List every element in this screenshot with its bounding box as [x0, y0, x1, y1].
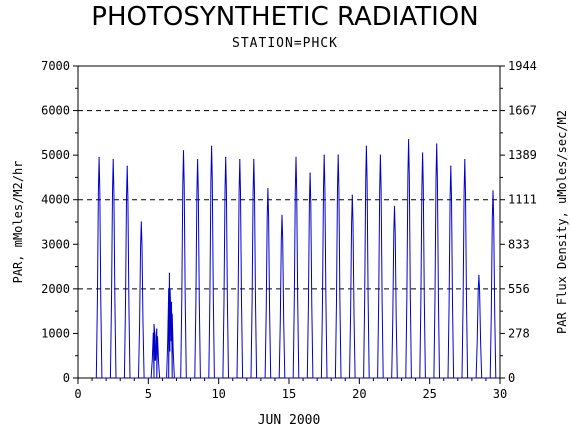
y-tick-label-right: 1667	[508, 104, 537, 118]
y-tick-label-left: 6000	[41, 104, 70, 118]
y-tick-label-left: 7000	[41, 59, 70, 73]
x-tick-label: 25	[422, 387, 436, 401]
x-tick-label: 15	[282, 387, 296, 401]
data-point	[492, 190, 494, 192]
y-tick-label-right: 1111	[508, 193, 537, 207]
y-tick-label-left: 1000	[41, 326, 70, 340]
data-point	[225, 156, 227, 158]
data-point	[239, 159, 241, 161]
y-tick-label-right: 1389	[508, 148, 537, 162]
data-point	[323, 154, 325, 156]
data-point	[478, 274, 480, 277]
data-point	[351, 194, 353, 196]
data-point	[98, 156, 100, 158]
data-point	[156, 328, 158, 330]
data-point	[281, 214, 283, 216]
x-axis-label: JUN 2000	[258, 413, 321, 428]
y-tick-label-left: 4000	[41, 193, 70, 207]
data-point	[126, 165, 128, 167]
data-point	[295, 156, 297, 158]
series-line	[94, 139, 499, 379]
y-tick-label-right: 1944	[508, 59, 537, 73]
x-tick-label: 30	[493, 387, 507, 401]
x-tick-label: 5	[145, 387, 152, 401]
chart-subtitle: STATION=PHCK	[232, 36, 338, 51]
y-tick-label-right: 833	[508, 237, 530, 251]
y-tick-label-right: 0	[508, 371, 515, 385]
data-point	[309, 172, 311, 174]
data-point	[422, 152, 424, 154]
data-point	[365, 145, 367, 147]
y-tick-label-right: 278	[508, 326, 530, 340]
x-tick-label: 20	[352, 387, 366, 401]
x-tick-label: 10	[211, 387, 225, 401]
y-tick-label-left: 5000	[41, 148, 70, 162]
x-tick-label: 0	[74, 387, 81, 401]
y-tick-label-left: 3000	[41, 237, 70, 251]
data-point	[153, 323, 155, 326]
data-point	[464, 159, 466, 161]
chart-title: PHOTOSYNTHETIC RADIATION	[91, 2, 479, 32]
data-point	[393, 205, 396, 207]
y-tick-label-right: 556	[508, 282, 530, 296]
data-point	[267, 187, 269, 190]
data-point	[253, 159, 255, 161]
data-point	[168, 272, 171, 274]
data-point	[196, 159, 199, 161]
y-axis-label-left: PAR, mMoles/M2/hr	[11, 161, 25, 284]
data-point	[337, 154, 339, 156]
data-point	[170, 301, 173, 303]
data-point	[379, 154, 382, 156]
y-tick-label-left: 0	[63, 371, 70, 385]
data-point	[140, 221, 142, 223]
data-point	[211, 145, 213, 147]
y-axis-label-right: PAR Flux Density, uMoles/sec/M2	[555, 110, 569, 334]
y-tick-label-left: 2000	[41, 282, 70, 296]
data-point	[436, 143, 438, 145]
data-point	[407, 138, 410, 141]
data-point	[450, 165, 452, 167]
data-point	[182, 150, 185, 152]
data-point	[112, 159, 114, 161]
